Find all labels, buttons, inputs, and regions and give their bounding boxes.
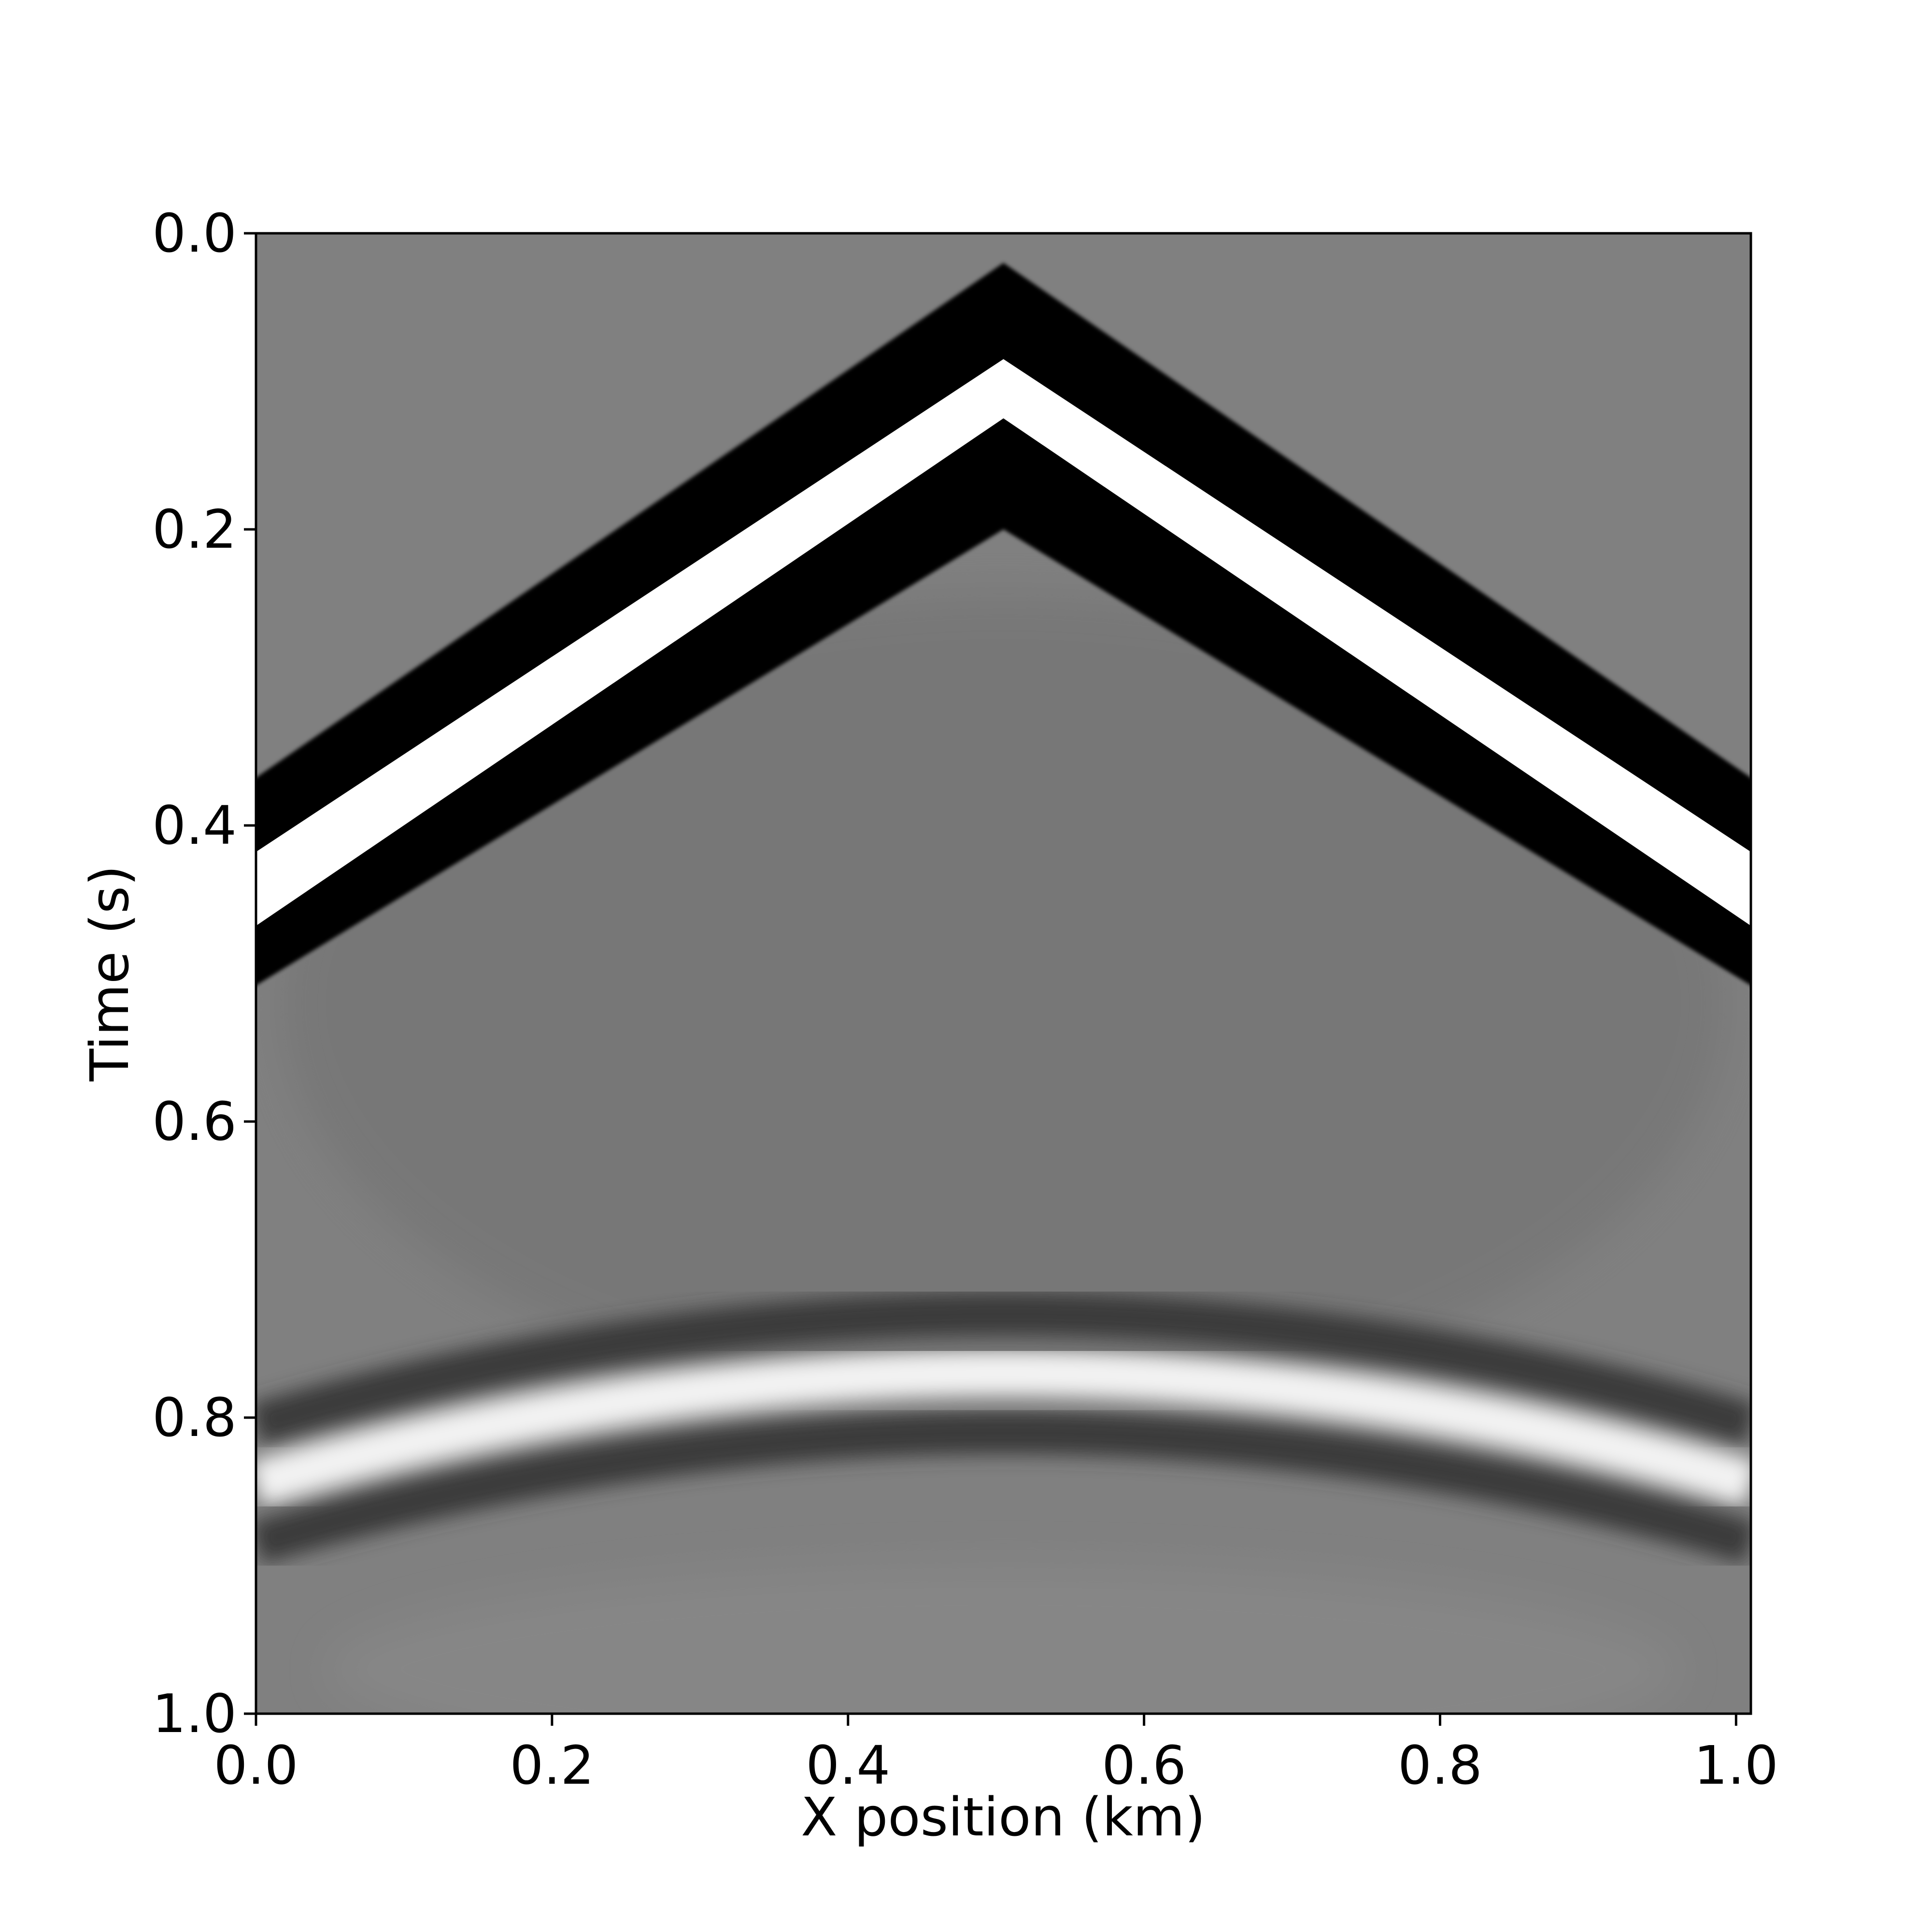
x-tick-label: 0.2 [510,1734,594,1796]
reflection-dark-top [256,1292,1751,1446]
x-tick-label: 0.0 [214,1734,298,1796]
y-tick-label: 0.0 [152,202,237,264]
y-axis-ticks: 0.0 0.2 0.4 0.6 0.8 1.0 [152,202,256,1745]
x-tick-label: 0.6 [1102,1734,1186,1796]
bottom-glow [327,1563,1680,1714]
y-tick-label: 0.2 [152,498,237,560]
plot-frame [255,232,1752,1715]
seismic-events [256,263,1751,1714]
y-tick-label: 1.0 [152,1683,237,1745]
y-tick-label: 0.4 [152,795,237,856]
y-tick-label: 0.8 [152,1387,237,1449]
x-tick-label: 1.0 [1694,1734,1778,1796]
x-tick-label: 0.8 [1398,1734,1482,1796]
y-tick-label: 0.6 [152,1091,237,1152]
reflection-white [256,1350,1751,1506]
x-axis-label: X position (km) [801,1786,1206,1848]
y-axis-label: Time (s) [79,865,141,1081]
x-axis-ticks: 0.0 0.2 0.4 0.6 0.8 1.0 [214,1714,1778,1796]
reflection-dark-bottom [256,1410,1751,1564]
x-tick-label: 0.4 [806,1734,890,1796]
shadow-tail [279,592,1728,1414]
plot-area [256,233,1751,1714]
